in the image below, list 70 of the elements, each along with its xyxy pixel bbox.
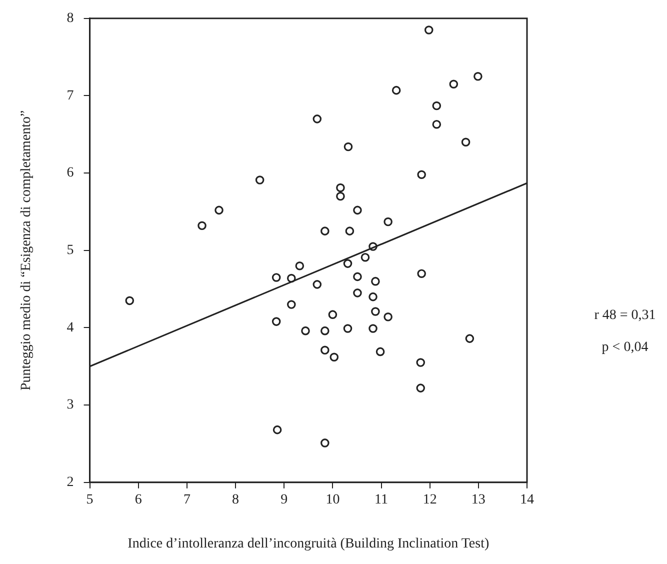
point xyxy=(384,217,392,226)
point xyxy=(371,307,380,316)
point xyxy=(320,326,330,336)
point xyxy=(328,310,338,319)
x-axis-title: Indice d’intolleranza dell’incongruità (Building Inclination Test) xyxy=(128,536,490,552)
point xyxy=(343,324,352,333)
point xyxy=(417,269,426,278)
point xyxy=(287,300,296,309)
point xyxy=(295,261,304,270)
point xyxy=(336,192,345,201)
point xyxy=(474,72,482,81)
point xyxy=(320,438,330,448)
point xyxy=(368,324,378,333)
x-tick-label: 6 xyxy=(134,492,142,508)
x-tick-label: 12 xyxy=(422,492,437,508)
text: r 48 = 0,31 xyxy=(593,307,657,325)
point xyxy=(344,142,353,152)
point xyxy=(416,384,426,392)
point xyxy=(255,176,264,184)
point xyxy=(272,425,282,434)
point xyxy=(384,312,392,322)
point xyxy=(320,346,330,355)
text: p < 0,04 xyxy=(600,339,650,357)
point xyxy=(353,272,362,282)
point xyxy=(368,292,378,302)
point xyxy=(287,274,296,283)
x-tick-label: 5 xyxy=(86,492,94,508)
point xyxy=(301,326,310,336)
x-tick-label: 7 xyxy=(183,492,190,508)
point xyxy=(343,259,352,268)
point xyxy=(461,138,470,147)
y-tick-label: 6 xyxy=(66,166,74,181)
x-tick-label: 14 xyxy=(520,492,534,508)
point xyxy=(312,280,322,289)
point xyxy=(345,226,354,236)
point xyxy=(198,221,206,230)
point xyxy=(371,276,380,286)
point xyxy=(424,26,434,34)
x-tick-label: 9 xyxy=(280,492,288,508)
point xyxy=(432,120,442,129)
y-axis-title: Punteggio medio di “Esigenza di completamento” xyxy=(19,110,34,391)
point xyxy=(360,252,370,262)
point xyxy=(214,206,224,215)
x-tick-label: 10 xyxy=(326,492,340,508)
point xyxy=(392,86,401,95)
point xyxy=(449,80,458,89)
y-tick-label: 3 xyxy=(66,398,74,413)
x-tick-label: 13 xyxy=(471,492,486,508)
point xyxy=(125,296,134,306)
x-tick-label: 11 xyxy=(374,492,388,508)
point xyxy=(272,317,281,326)
point xyxy=(432,101,442,110)
y-tick-label: 5 xyxy=(66,243,74,258)
x-tick-label: 8 xyxy=(232,492,240,508)
y-tick-label: 4 xyxy=(66,320,74,336)
point xyxy=(465,334,474,343)
y-tick-label: 8 xyxy=(66,11,74,26)
point xyxy=(353,288,362,298)
point xyxy=(272,273,281,282)
point xyxy=(417,170,426,180)
y-tick-label: 2 xyxy=(66,475,74,490)
point xyxy=(416,358,426,367)
point xyxy=(376,347,385,356)
point xyxy=(330,352,339,362)
point xyxy=(312,114,322,124)
point xyxy=(320,226,330,236)
point xyxy=(336,183,345,192)
point xyxy=(368,242,378,251)
point xyxy=(353,206,362,215)
y-tick-label: 7 xyxy=(66,88,74,104)
